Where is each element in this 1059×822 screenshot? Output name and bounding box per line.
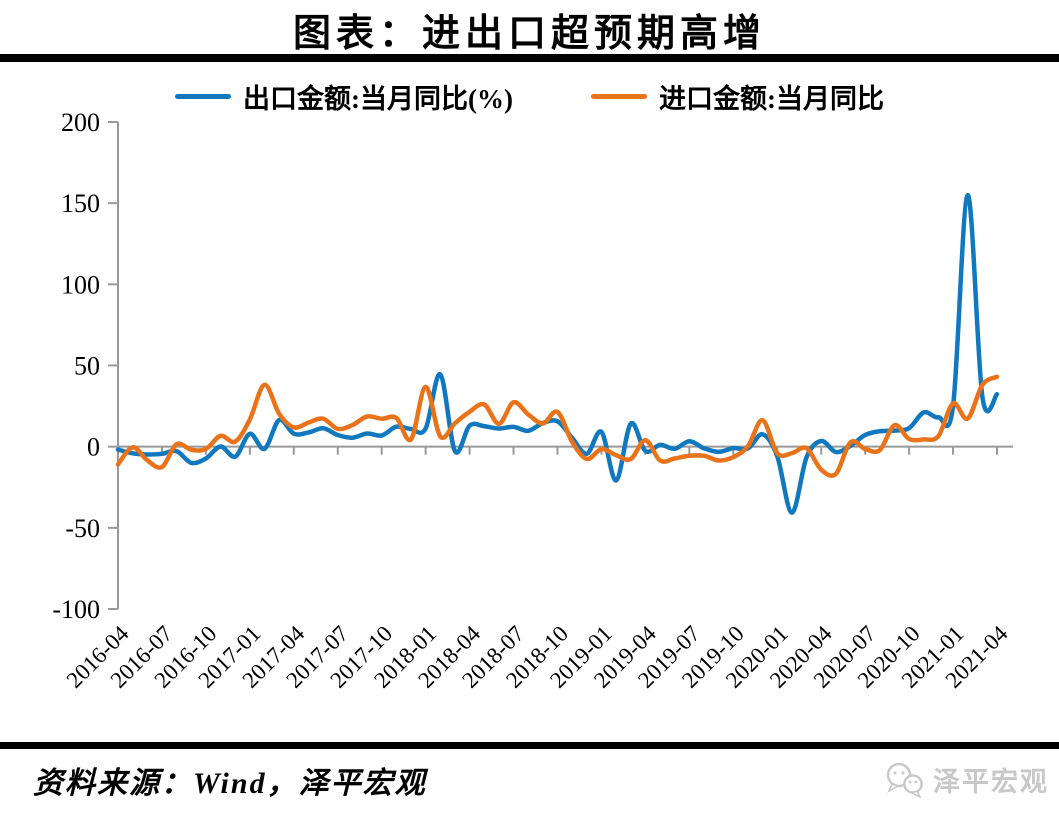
chart-legend: 出口金额:当月同比(%) 进口金额:当月同比 <box>0 77 1059 116</box>
y-axis-tick-label: 200 <box>61 108 100 137</box>
legend-item-import: 进口金额:当月同比 <box>590 77 884 116</box>
watermark-label: 泽平宏观 <box>933 767 1049 797</box>
legend-item-export: 出口金额:当月同比(%) <box>175 77 513 116</box>
bottom-divider <box>0 742 1059 749</box>
y-axis-tick-label: 0 <box>87 433 100 462</box>
legend-label-export: 出口金额:当月同比(%) <box>243 83 513 114</box>
top-divider <box>0 54 1059 62</box>
export-line-swatch <box>175 93 231 99</box>
wechat-icon <box>886 762 923 798</box>
export-series-line <box>115 192 1000 515</box>
watermark: 泽平宏观 <box>884 760 1049 799</box>
y-axis-tick-label: 50 <box>74 352 100 381</box>
y-axis-tick-label: 100 <box>61 270 100 299</box>
page-title: 图表：进出口超预期高增 <box>292 13 766 55</box>
source-note: 资料来源：Wind，泽平宏观 <box>33 767 427 800</box>
import-series-line <box>115 374 1000 478</box>
y-axis-tick-label: -100 <box>52 595 100 624</box>
y-axis-tick-label: -50 <box>65 514 100 543</box>
y-axis-tick-label: 150 <box>61 189 100 218</box>
import-line-swatch <box>590 93 647 99</box>
legend-label-import: 进口金额:当月同比 <box>658 83 884 114</box>
